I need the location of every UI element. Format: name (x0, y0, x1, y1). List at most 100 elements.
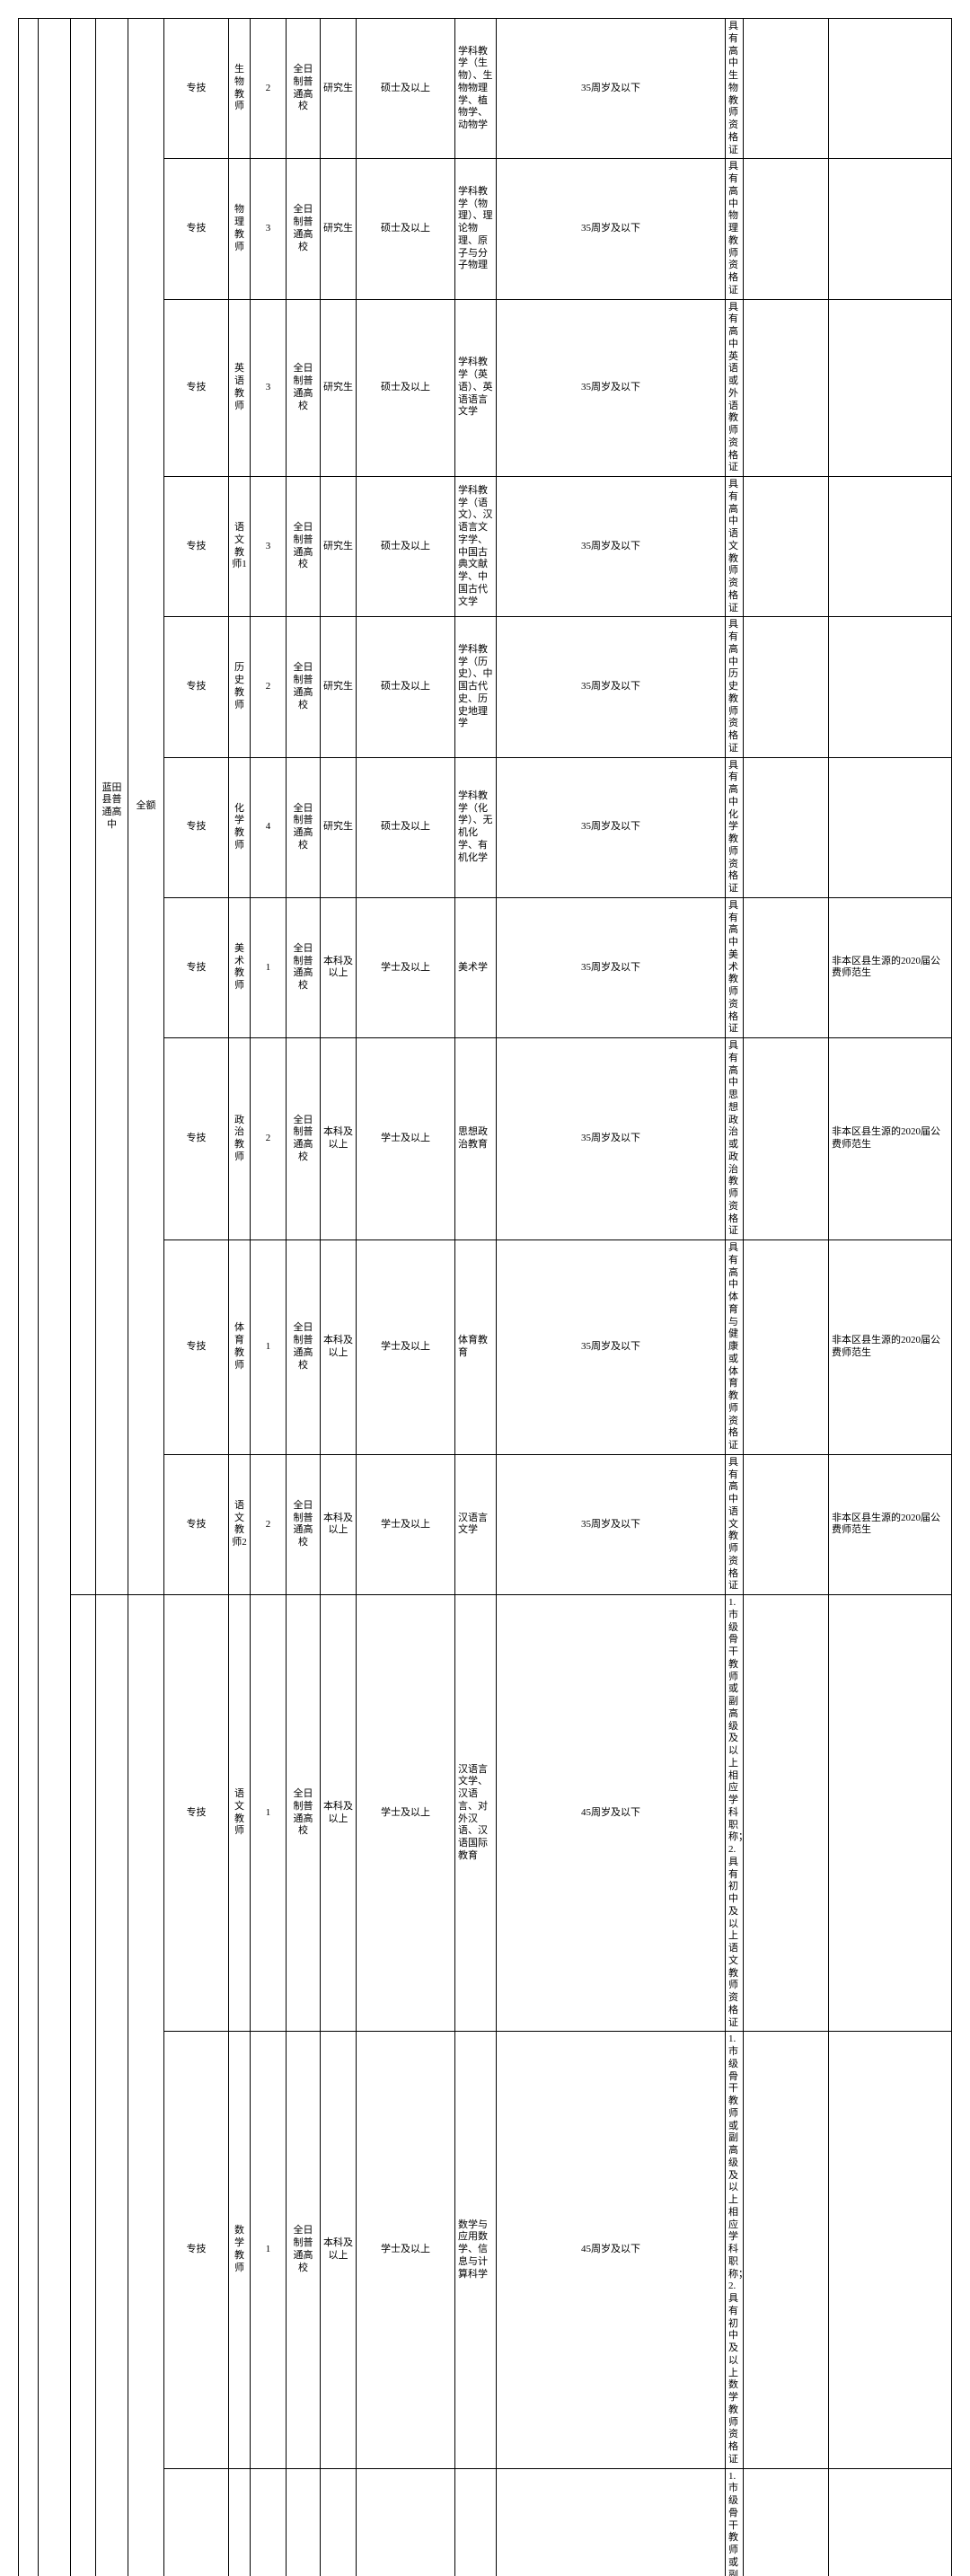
note-cell: 非本区县生源的2020届公费师范生 (829, 1240, 952, 1455)
degree-cell: 学士及以上 (357, 897, 455, 1037)
edu-cell: 研究生 (321, 757, 357, 897)
req-cell: 具有高中历史教师资格证 (726, 617, 744, 757)
count-cell: 1 (251, 2468, 287, 2576)
extra-cell (744, 2468, 829, 2576)
edu-cell: 本科及以上 (321, 1595, 357, 2032)
position-cell: 化学教师 (229, 757, 251, 897)
school-cell: 全日制普通高校 (287, 159, 321, 299)
major-cell: 学科教学（英语）、英语语言文学 (455, 299, 497, 477)
position-type-cell: 专技 (164, 299, 229, 477)
school-cell: 全日制普通高校 (287, 897, 321, 1037)
edu-cell: 研究生 (321, 159, 357, 299)
age-cell: 45周岁及以下 (497, 2468, 726, 2576)
age-cell: 35周岁及以下 (497, 617, 726, 757)
major-cell: 学科教学（物理）、理论物理、原子与分子物理 (455, 159, 497, 299)
position-type-cell: 专技 (164, 477, 229, 617)
req-cell: 具有高中语文教师资格证 (726, 1454, 744, 1594)
count-cell: 1 (251, 2032, 287, 2468)
unit-cell: 蓝田县城区初中 (96, 1595, 128, 2576)
edu-cell: 本科及以上 (321, 1240, 357, 1455)
req-cell: 具有高中思想政治或政治教师资格证 (726, 1038, 744, 1240)
position-cell: 体育教师 (229, 1240, 251, 1455)
req-cell: 具有高中物理教师资格证 (726, 159, 744, 299)
extra-cell (744, 1454, 829, 1594)
seq-cell: 13 (19, 19, 39, 2576)
edu-cell: 研究生 (321, 617, 357, 757)
extra-cell (744, 2032, 829, 2468)
position-cell: 英语教师 (229, 299, 251, 477)
major-cell: 学科教学（历史）、中国古代史、历史地理学 (455, 617, 497, 757)
table-row: 13蓝田县蓝田县普通高中全额专技生物教师2全日制普通高校研究生硕士及以上学科教学… (19, 19, 952, 159)
school-cell: 全日制普通高校 (287, 2468, 321, 2576)
position-type-cell: 专技 (164, 1454, 229, 1594)
degree-cell: 学士及以上 (357, 1454, 455, 1594)
req-cell: 具有高中英语或外语教师资格证 (726, 299, 744, 477)
age-cell: 35周岁及以下 (497, 1240, 726, 1455)
position-type-cell: 专技 (164, 159, 229, 299)
extra-cell (744, 1240, 829, 1455)
position-cell: 语文教师1 (229, 477, 251, 617)
degree-cell: 硕士及以上 (357, 19, 455, 159)
blank-cell (71, 19, 96, 1595)
position-type-cell: 专技 (164, 2468, 229, 2576)
position-type-cell: 专技 (164, 617, 229, 757)
major-cell: 美术学 (455, 897, 497, 1037)
table-row: 蓝田县城区初中全额专技语文教师1全日制普通高校本科及以上学士及以上汉语言文学、汉… (19, 1595, 952, 2032)
degree-cell: 学士及以上 (357, 1595, 455, 2032)
degree-cell: 硕士及以上 (357, 757, 455, 897)
extra-cell (744, 299, 829, 477)
extra-cell (744, 757, 829, 897)
school-cell: 全日制普通高校 (287, 757, 321, 897)
count-cell: 2 (251, 1454, 287, 1594)
age-cell: 35周岁及以下 (497, 477, 726, 617)
note-cell: 非本区县生源的2020届公费师范生 (829, 897, 952, 1037)
position-type-cell: 专技 (164, 897, 229, 1037)
note-cell (829, 159, 952, 299)
note-cell (829, 19, 952, 159)
school-cell: 全日制普通高校 (287, 1038, 321, 1240)
count-cell: 2 (251, 617, 287, 757)
req-cell: 具有高中语文教师资格证 (726, 477, 744, 617)
recruitment-table: 13蓝田县蓝田县普通高中全额专技生物教师2全日制普通高校研究生硕士及以上学科教学… (18, 18, 952, 2576)
age-cell: 35周岁及以下 (497, 1454, 726, 1594)
degree-cell: 硕士及以上 (357, 477, 455, 617)
degree-cell: 学士及以上 (357, 1038, 455, 1240)
position-type-cell: 专技 (164, 757, 229, 897)
position-cell: 生物教师 (229, 19, 251, 159)
position-cell: 物理教师 (229, 159, 251, 299)
extra-cell (744, 1595, 829, 2032)
count-cell: 2 (251, 19, 287, 159)
school-cell: 全日制普通高校 (287, 19, 321, 159)
degree-cell: 硕士及以上 (357, 159, 455, 299)
note-cell (829, 617, 952, 757)
count-cell: 3 (251, 159, 287, 299)
edu-cell: 本科及以上 (321, 2032, 357, 2468)
edu-cell: 本科及以上 (321, 2468, 357, 2576)
extra-cell (744, 617, 829, 757)
funding-cell: 全额 (128, 19, 164, 1595)
age-cell: 35周岁及以下 (497, 159, 726, 299)
count-cell: 3 (251, 299, 287, 477)
degree-cell: 学士及以上 (357, 1240, 455, 1455)
school-cell: 全日制普通高校 (287, 299, 321, 477)
age-cell: 45周岁及以下 (497, 2032, 726, 2468)
age-cell: 45周岁及以下 (497, 1595, 726, 2032)
school-cell: 全日制普通高校 (287, 1240, 321, 1455)
position-cell: 政治教师 (229, 1038, 251, 1240)
position-cell: 美术教师 (229, 897, 251, 1037)
position-type-cell: 专技 (164, 19, 229, 159)
position-cell: 数学教师 (229, 2032, 251, 2468)
age-cell: 35周岁及以下 (497, 19, 726, 159)
degree-cell: 硕士及以上 (357, 299, 455, 477)
blank-cell (71, 1595, 96, 2576)
position-type-cell: 专技 (164, 1240, 229, 1455)
position-cell: 英语教师 (229, 2468, 251, 2576)
req-cell: 1.市级骨干教师或副高级及以上相应学科职称；2.具有初中及以上语文教师资格证 (726, 1595, 744, 2032)
count-cell: 3 (251, 477, 287, 617)
note-cell (829, 477, 952, 617)
req-cell: 具有高中生物教师资格证 (726, 19, 744, 159)
extra-cell (744, 19, 829, 159)
major-cell: 汉语言文学、汉语言、对外汉语、汉语国际教育 (455, 1595, 497, 2032)
extra-cell (744, 897, 829, 1037)
degree-cell: 学士及以上 (357, 2032, 455, 2468)
